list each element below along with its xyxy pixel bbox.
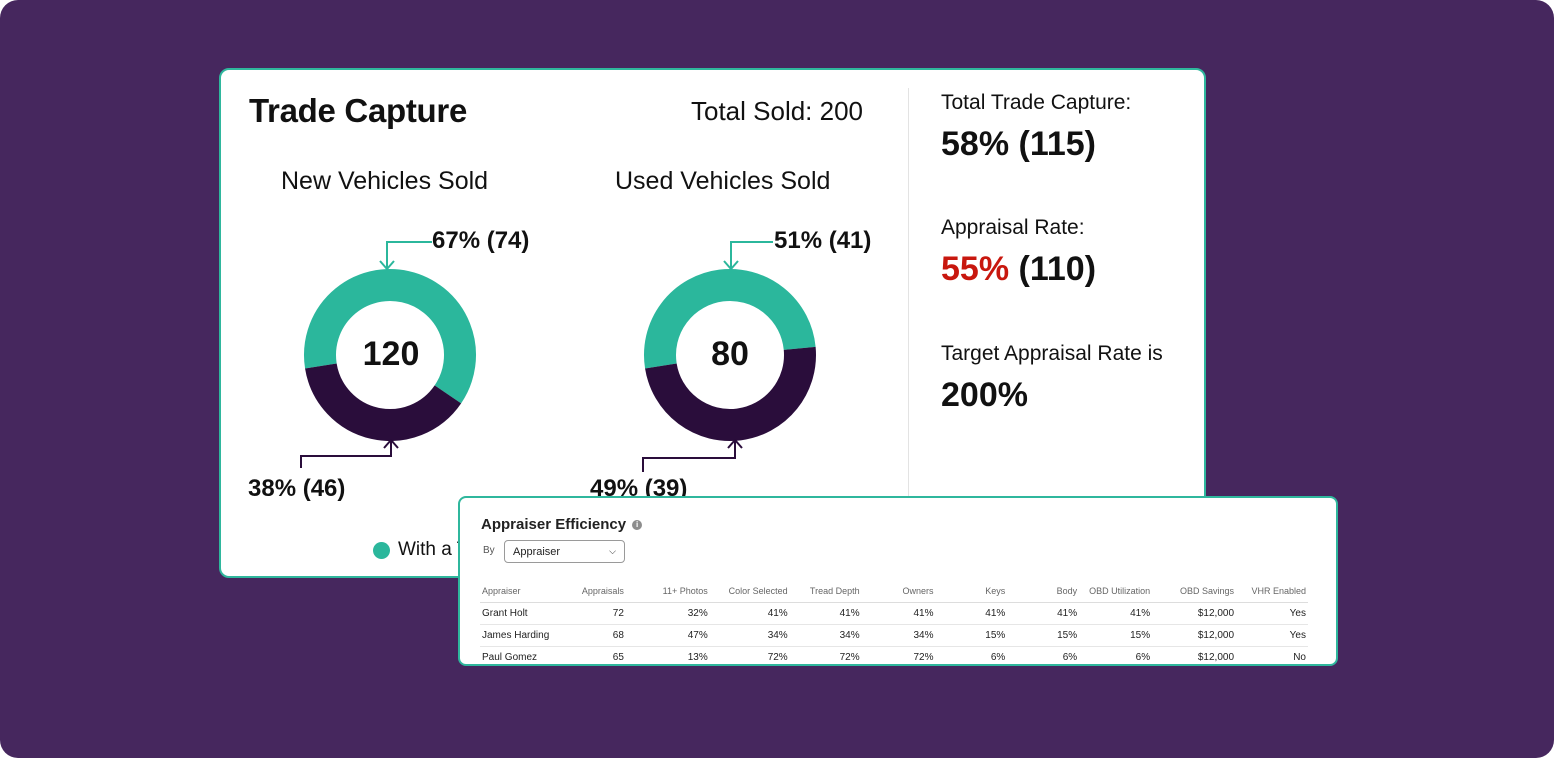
table-header-row: Appraiser Appraisals 11+ Photos Color Se… xyxy=(480,580,1308,603)
used-with-trade-leader xyxy=(730,241,773,268)
table-cell: Paul Gomez xyxy=(480,646,560,664)
column-header[interactable]: Tread Depth xyxy=(789,580,862,603)
column-header[interactable]: VHR Enabled xyxy=(1236,580,1308,603)
column-header[interactable]: OBD Utilization xyxy=(1079,580,1153,603)
section-divider xyxy=(908,88,909,508)
new-with-trade-segment xyxy=(304,269,476,404)
table-row[interactable]: Grant Holt 72 32% 41% 41% 41% 41% 41% 41… xyxy=(480,602,1308,625)
table-cell: No xyxy=(1236,646,1308,664)
new-without-trade-leader xyxy=(300,440,392,468)
new-with-trade-label: 67% (74) xyxy=(432,227,530,254)
info-icon[interactable]: i xyxy=(632,519,643,530)
table-row[interactable]: James Harding 68 47% 34% 34% 34% 15% 15%… xyxy=(480,624,1308,647)
used-vehicles-donut xyxy=(644,269,816,441)
legend-dot-with-trade xyxy=(373,541,390,559)
table-cell: 13% xyxy=(625,646,710,664)
table-cell: 15% xyxy=(935,624,1008,647)
total-trade-capture-value: 58% (115) xyxy=(941,125,1096,163)
new-without-trade-label: 38% (46) xyxy=(248,475,346,502)
target-appraisal-label: Target Appraisal Rate is xyxy=(941,342,1163,365)
table-row[interactable]: Paul Gomez 65 13% 72% 72% 72% 6% 6% 6% $… xyxy=(480,646,1308,664)
new-with-trade-arrowhead xyxy=(379,260,395,271)
table-cell: 6% xyxy=(1079,646,1153,664)
target-appraisal-value: 200% xyxy=(941,376,1028,414)
new-without-trade-segment xyxy=(305,362,462,441)
table-cell: Yes xyxy=(1236,602,1308,625)
group-by-label: By xyxy=(483,545,495,556)
page-title: Trade Capture xyxy=(249,92,467,129)
appraisal-rate-label: Appraisal Rate: xyxy=(941,216,1085,239)
chart-legend: With a T xyxy=(373,539,468,561)
total-trade-capture-label: Total Trade Capture: xyxy=(941,91,1132,114)
table-cell: 41% xyxy=(1007,602,1080,625)
table-cell: James Harding xyxy=(480,624,560,647)
group-by-selected-value: Appraiser xyxy=(513,545,561,558)
column-header[interactable]: 11+ Photos xyxy=(625,580,710,603)
donut-charts xyxy=(300,241,816,472)
table-cell: 32% xyxy=(625,602,710,625)
appraiser-efficiency-title: Appraiser Efficiency i xyxy=(481,516,643,533)
appraiser-efficiency-title-text: Appraiser Efficiency xyxy=(481,516,627,533)
table-cell: 41% xyxy=(1079,602,1153,625)
table-cell: 72% xyxy=(709,646,790,664)
table-cell: 68 xyxy=(559,624,626,647)
legend-label-with-trade: With a T xyxy=(398,539,469,560)
used-without-trade-arrowhead xyxy=(727,438,743,449)
used-with-trade-segment xyxy=(644,269,816,369)
column-header[interactable]: Appraisals xyxy=(559,580,626,603)
total-sold: Total Sold: 200 xyxy=(691,96,864,126)
appraisal-rate-count: (110) xyxy=(1018,250,1097,288)
table-cell: 72 xyxy=(559,602,626,625)
table-cell: 41% xyxy=(935,602,1008,625)
used-without-trade-segment xyxy=(645,346,816,441)
table-cell: 41% xyxy=(789,602,862,625)
table-cell: 34% xyxy=(789,624,862,647)
column-header[interactable]: Keys xyxy=(935,580,1008,603)
appraisal-rate-percent: 55% xyxy=(941,250,1010,288)
appraisal-rate-value: 55% (110) xyxy=(941,250,1096,289)
table-cell: $12,000 xyxy=(1152,646,1237,664)
trade-capture-card: Trade Capture Total Sold: 200 New Vehicl… xyxy=(219,68,1206,578)
new-without-trade-arrowhead xyxy=(383,438,399,449)
appraiser-efficiency-table: Appraiser Appraisals 11+ Photos Color Se… xyxy=(480,580,1308,664)
used-without-trade-leader xyxy=(642,440,736,472)
table-cell: 47% xyxy=(625,624,710,647)
table-cell: 41% xyxy=(709,602,790,625)
table-cell: Yes xyxy=(1236,624,1308,647)
column-header[interactable]: OBD Savings xyxy=(1152,580,1237,603)
table-cell: 15% xyxy=(1079,624,1153,647)
chevron-down-icon: ⌵ xyxy=(609,546,616,556)
table-cell: $12,000 xyxy=(1152,624,1237,647)
table-cell: 34% xyxy=(861,624,936,647)
column-header[interactable]: Owners xyxy=(861,580,936,603)
column-header[interactable]: Appraiser xyxy=(480,580,560,603)
table-cell: 41% xyxy=(861,602,936,625)
table-cell: 15% xyxy=(1007,624,1080,647)
table-cell: 6% xyxy=(935,646,1008,664)
appraiser-efficiency-card: Appraiser Efficiency i By Appraiser ⌵ Ap… xyxy=(458,496,1338,666)
group-by-select[interactable]: Appraiser ⌵ xyxy=(504,540,625,563)
new-with-trade-leader xyxy=(386,241,432,268)
table-cell: 65 xyxy=(559,646,626,664)
table-cell: Grant Holt xyxy=(480,602,560,625)
table-cell: 34% xyxy=(709,624,790,647)
used-vehicles-heading: Used Vehicles Sold xyxy=(615,167,831,195)
table-cell: 6% xyxy=(1007,646,1080,664)
used-vehicles-total: 80 xyxy=(711,335,749,373)
new-vehicles-heading: New Vehicles Sold xyxy=(281,167,489,195)
column-header[interactable]: Color Selected xyxy=(709,580,790,603)
table-cell: $12,000 xyxy=(1152,602,1237,625)
new-vehicles-donut xyxy=(304,269,476,441)
used-with-trade-label: 51% (41) xyxy=(774,227,872,254)
table-cell: 72% xyxy=(789,646,862,664)
table-cell: 72% xyxy=(861,646,936,664)
new-vehicles-total: 120 xyxy=(362,335,420,373)
column-header[interactable]: Body xyxy=(1007,580,1080,603)
used-with-trade-arrowhead xyxy=(723,260,739,271)
